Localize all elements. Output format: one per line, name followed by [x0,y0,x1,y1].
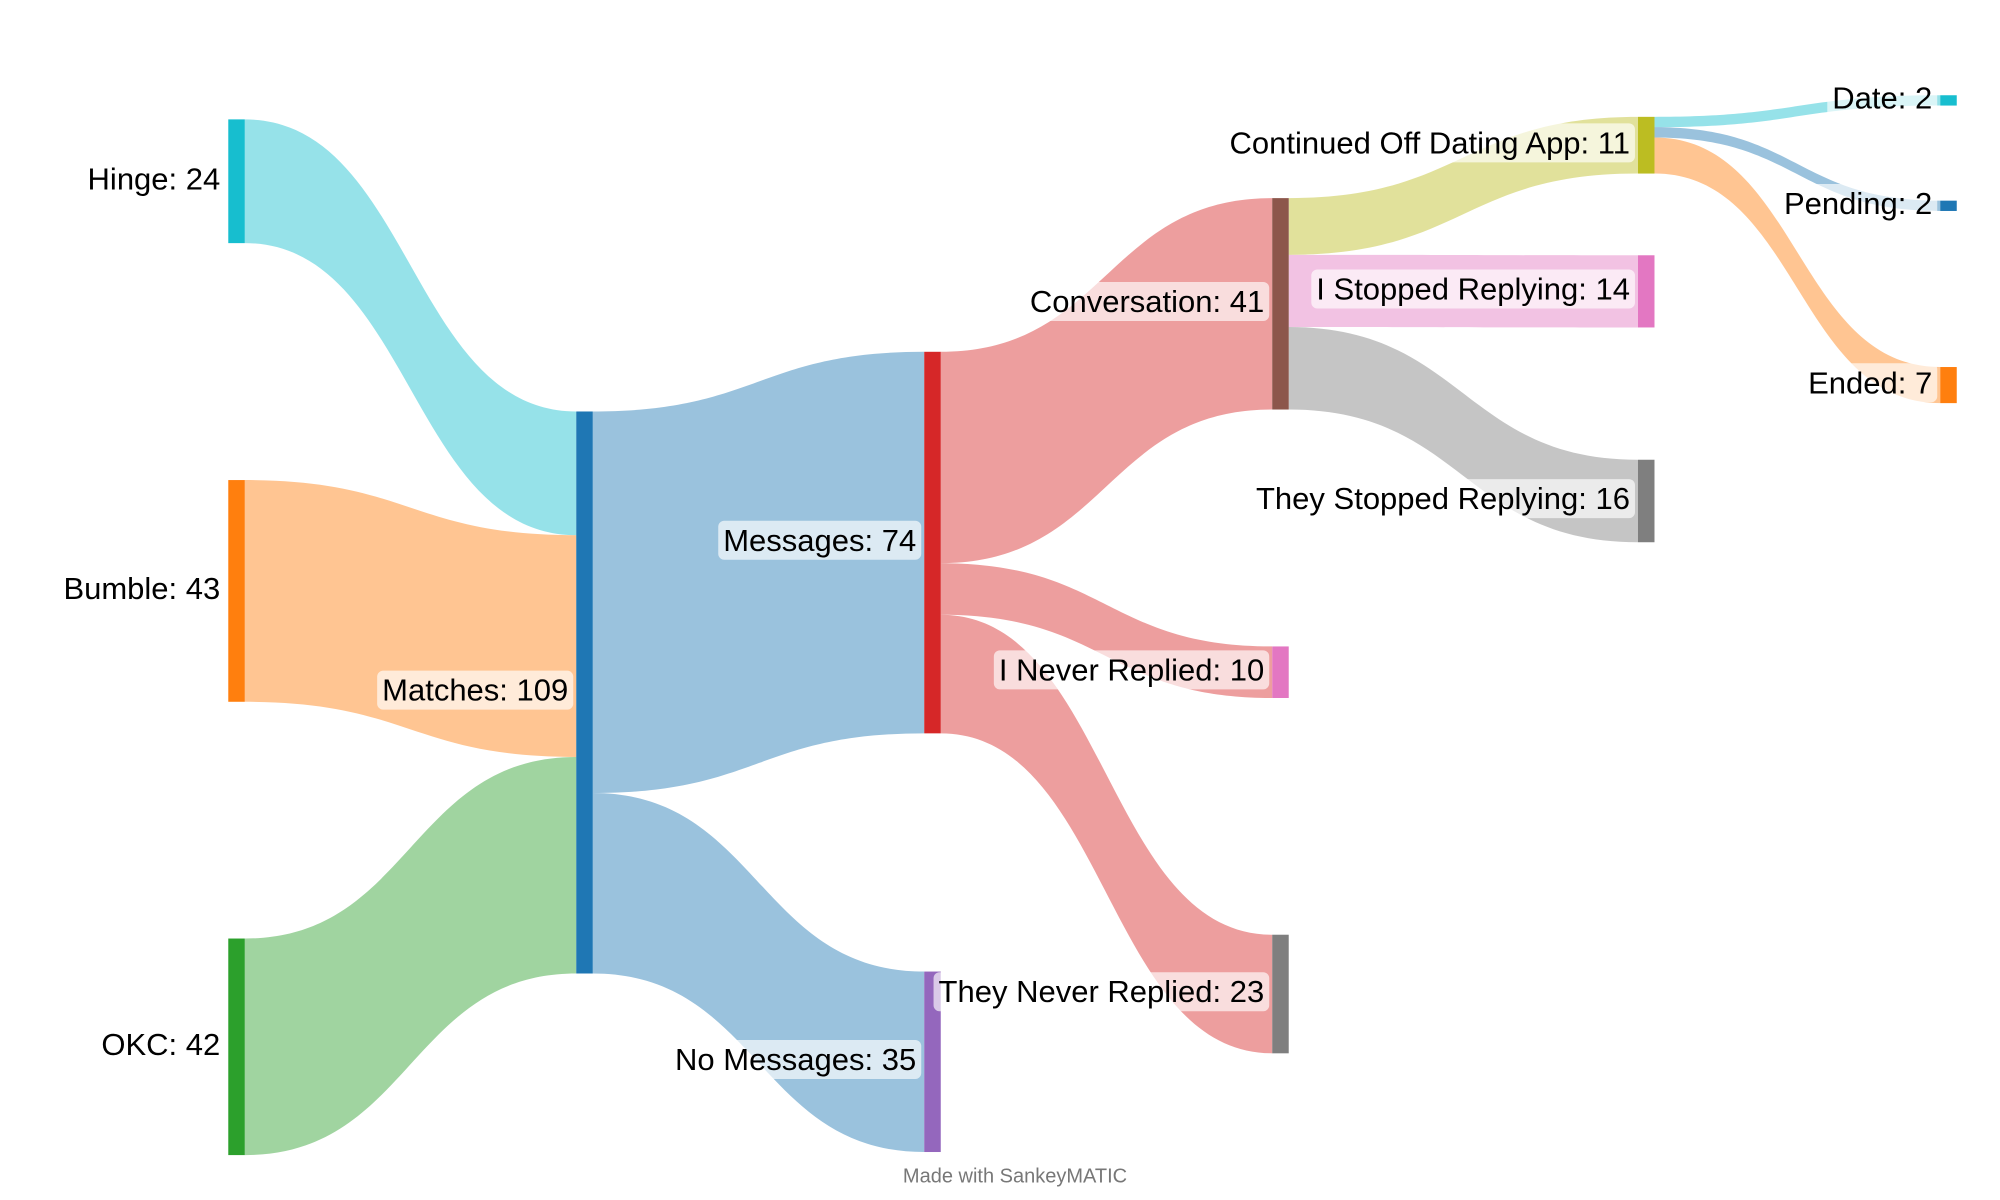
link [940,614,1273,1054]
link [940,198,1273,564]
label-bg [1224,123,1635,163]
node [1940,367,1957,404]
label-bg [670,1039,922,1079]
link [592,351,925,794]
node [924,971,941,1153]
node [576,411,593,974]
node [228,119,245,244]
node [1272,934,1289,1054]
label-bg [82,159,226,199]
link [1654,137,1941,404]
node [228,480,245,702]
label-bg [718,520,922,560]
node-label: They Stopped Replying: 16 [1256,481,1630,516]
label-bg [96,1024,226,1064]
node-label: I Stopped Replying: 14 [1316,272,1630,307]
node [1940,200,1957,211]
node-label: Bumble: 43 [63,571,220,606]
node [1637,459,1655,543]
node-label: Ended: 7 [1808,365,1932,400]
node [1272,198,1289,410]
footer: Made with SankeyMATIC [903,1165,1127,1187]
link [592,793,925,1153]
node-label: They Never Replied: 23 [939,974,1265,1009]
node [228,938,245,1156]
label-bg [1803,363,1938,403]
node-label: No Messages: 35 [675,1042,916,1077]
node-label: OKC: 42 [101,1027,220,1062]
node [1272,646,1289,698]
node-label: I Never Replied: 10 [999,652,1264,687]
node-label: Hinge: 24 [88,161,221,196]
link [1654,127,1941,211]
link [244,119,577,536]
label-bg [377,670,574,710]
label-bg [1024,282,1270,322]
label-bg [1251,479,1635,519]
node [1637,255,1655,328]
label-bg [1827,78,1938,118]
labels: Hinge: 24 Bumble: 43 OKC: 42 Matches: 109 Me… [58,78,1938,1079]
link [244,756,577,1156]
node-label: Matches: 109 [382,673,568,708]
node-label: Conversation: 41 [1030,284,1264,319]
label-bg [58,569,226,609]
node [924,351,941,734]
node-label: Pending: 2 [1784,186,1932,221]
node-label: Messages: 74 [723,523,916,558]
node-label: Date: 2 [1832,81,1932,116]
nodes [228,95,1957,1156]
label-bg [993,650,1270,690]
node [1637,116,1655,174]
label-bg [1311,269,1635,309]
label-bg [1779,184,1938,224]
node [1940,95,1957,106]
label-bg [933,972,1270,1012]
node-label: Continued Off Dating App: 11 [1230,125,1630,160]
